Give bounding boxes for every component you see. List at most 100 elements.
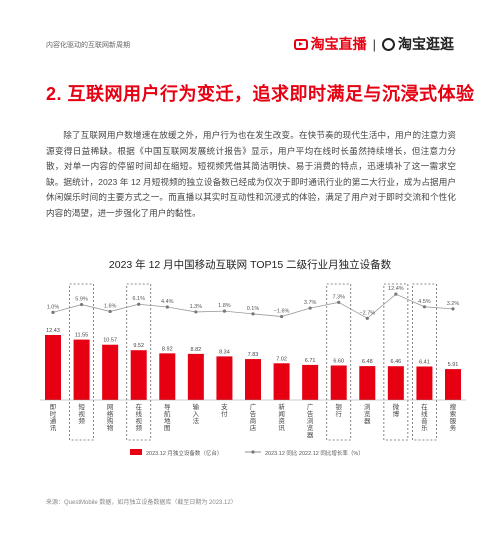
- growth-label-7: 0.1%: [247, 306, 260, 312]
- category-char: 图: [164, 424, 171, 432]
- growth-label-3: 6.1%: [132, 296, 145, 302]
- category-label-13: 在线音乐: [421, 402, 428, 432]
- category-char: 览: [364, 409, 371, 418]
- growth-label-5: 1.3%: [190, 304, 203, 310]
- bar-5: [187, 353, 204, 400]
- category-label-2: 网络购物: [107, 403, 114, 432]
- bar-value-label-5: 8.82: [190, 347, 201, 353]
- category-char: 线: [421, 409, 428, 418]
- live-tv-icon: [293, 38, 308, 50]
- body-paragraph: 除了互联网用户数增速在放缓之外，用户行为也在发生改变。在快节奏的现代生活中，用户…: [46, 128, 456, 221]
- growth-point-6: [222, 309, 227, 313]
- category-label-8: 新闻资讯: [278, 402, 285, 432]
- category-char: 资: [278, 416, 285, 425]
- growth-point-14: [451, 307, 455, 311]
- growth-point-10: [337, 300, 341, 304]
- category-char: 讯: [278, 424, 285, 432]
- bar-1: [73, 339, 90, 400]
- guangguang-icon: [382, 37, 395, 51]
- category-char: 络: [107, 409, 114, 418]
- category-char: 在: [135, 402, 142, 411]
- growth-label-14: 3.2%: [447, 301, 460, 307]
- brand-logos: 淘宝直播 | 淘宝逛逛: [293, 34, 454, 54]
- growth-point-12: [394, 292, 398, 296]
- growth-point-2: [108, 309, 112, 314]
- category-char: 览: [307, 423, 314, 432]
- category-char: 法: [193, 416, 200, 425]
- bar-6: [216, 356, 233, 400]
- growth-label-2: 1.6%: [104, 303, 117, 309]
- legend-bar-swatch: [130, 449, 142, 455]
- category-char: 浏: [364, 402, 371, 411]
- bar-4: [159, 353, 176, 400]
- bar-value-label-14: 5.91: [448, 362, 459, 368]
- growth-point-0: [51, 310, 55, 314]
- category-label-1: 短视频: [78, 402, 85, 425]
- taobao-live-logo: 淘宝直播: [293, 34, 367, 54]
- category-char: 购: [107, 416, 114, 425]
- category-label-10: 银行: [335, 402, 342, 418]
- bar-value-label-13: 6.41: [419, 359, 430, 365]
- category-char: 告: [250, 409, 257, 418]
- growth-label-8: −1.6%: [274, 309, 290, 315]
- category-char: 通: [50, 416, 57, 425]
- legend-line-marker: [251, 450, 255, 454]
- legend-line-label: 2023.12 同比 2022.12 同比增长率（%）: [265, 449, 364, 457]
- bar-10: [330, 365, 347, 400]
- growth-point-8: [279, 314, 284, 319]
- category-char: 线: [135, 409, 142, 418]
- bar-0: [45, 335, 61, 400]
- category-char: 地: [164, 416, 171, 425]
- category-label-11: 浏览器: [364, 402, 371, 425]
- bar-value-label-9: 6.71: [305, 358, 316, 364]
- category-char: 服: [450, 417, 457, 425]
- category-label-9: 广告浏览器: [307, 402, 314, 439]
- bar-value-label-0: 12.43: [46, 328, 60, 334]
- legend-bar-label: 2023.12 月独立设备数（亿台）: [146, 449, 222, 457]
- category-char: 搜: [450, 402, 457, 411]
- highlight-box-13: [412, 283, 437, 441]
- category-char: 广: [250, 402, 257, 411]
- bar-value-label-3: 9.52: [133, 343, 144, 349]
- highlight-box-12: [383, 283, 409, 441]
- growth-label-11: −2.7%: [359, 310, 375, 316]
- legend: 2023.12 月独立设备数（亿台） 2023.12 同比 2022.12 同比增…: [130, 449, 364, 457]
- report-header-text: 内容化驱动的互联网新周期: [46, 42, 130, 49]
- bar-value-label-11: 6.48: [362, 359, 373, 365]
- growth-point-5: [194, 310, 198, 314]
- bar-value-label-7: 7.83: [248, 352, 259, 358]
- bar-value-label-2: 10.57: [103, 338, 117, 344]
- bar-12: [387, 366, 404, 400]
- bar-value-label-12: 6.46: [390, 359, 401, 365]
- category-char: 索: [450, 409, 457, 418]
- bar-14: [445, 369, 461, 400]
- category-char: 物: [107, 423, 114, 432]
- growth-label-12: 12.4%: [388, 286, 404, 292]
- category-char: 广: [307, 402, 314, 411]
- category-char: 网: [107, 403, 114, 411]
- growth-point-4: [165, 305, 169, 309]
- category-char: 输: [193, 402, 200, 411]
- growth-point-7: [251, 312, 255, 316]
- bar-7: [245, 359, 261, 400]
- growth-label-13: 4.5%: [418, 299, 431, 305]
- category-char: 器: [307, 431, 314, 439]
- highlight-box-1: [69, 283, 94, 441]
- category-char: 频: [135, 423, 142, 432]
- category-label-5: 输入法: [193, 402, 200, 425]
- category-char: 行: [335, 409, 342, 418]
- bar-3: [130, 350, 147, 400]
- growth-label-6: 1.8%: [218, 303, 231, 309]
- growth-label-10: 7.3%: [332, 294, 345, 300]
- bar-value-label-6: 8.34: [219, 349, 230, 355]
- category-char: 闻: [278, 409, 285, 418]
- category-label-4: 导航地图: [164, 403, 171, 432]
- category-label-14: 搜索服务: [450, 402, 457, 432]
- category-char: 时: [50, 409, 57, 418]
- category-label-12: 微博: [393, 402, 400, 418]
- growth-label-1: 5.9%: [75, 297, 88, 303]
- category-char: 讯: [50, 424, 57, 432]
- brand-separator: |: [372, 36, 376, 52]
- growth-label-4: 4.4%: [161, 299, 174, 305]
- chart-title: 2023 年 12 月中国移动互联网 TOP15 二级行业月独立设备数: [109, 258, 392, 271]
